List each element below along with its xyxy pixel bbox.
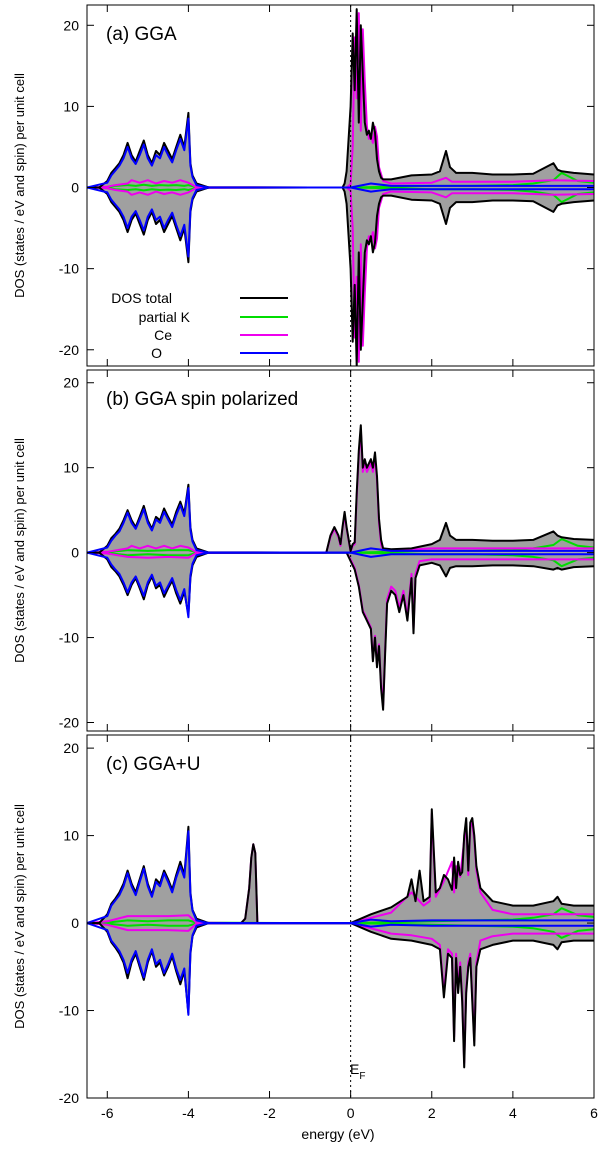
legend-label-partial-k: partial K xyxy=(139,309,191,325)
series-dos-total-spin-up xyxy=(87,424,594,554)
series-partial-k-mirror xyxy=(87,551,594,568)
plot-area xyxy=(87,808,594,1069)
plot-area xyxy=(87,424,594,711)
plot-area xyxy=(87,8,594,366)
x-tick-label: -6 xyxy=(101,1105,114,1121)
fill-dos-total-spin-down xyxy=(87,923,594,1068)
series-ce xyxy=(87,12,594,189)
y-tick-label: -10 xyxy=(59,630,79,646)
legend-label-ce: Ce xyxy=(154,327,172,343)
panel-frame xyxy=(86,369,595,732)
legend-label-o: O xyxy=(151,345,162,361)
x-tick-label: 0 xyxy=(347,1105,355,1121)
y-tick-label: 0 xyxy=(71,915,79,931)
y-tick-label: 20 xyxy=(63,17,79,33)
fermi-energy-label-main: E xyxy=(350,1061,359,1077)
series-ce-spin-down xyxy=(87,551,594,707)
fill-dos-total xyxy=(87,9,594,188)
panel-title: (c) GGA+U xyxy=(106,754,200,775)
y-tick-label: -20 xyxy=(59,1090,79,1106)
y-tick-label: 20 xyxy=(63,375,79,391)
y-tick-label: 20 xyxy=(63,740,79,756)
panel-frame xyxy=(86,734,595,1099)
fill-dos-total-spin-up xyxy=(87,425,594,553)
series-o-mirror xyxy=(87,551,594,619)
y-tick-label: 10 xyxy=(63,828,79,844)
panel-title: (b) GGA spin polarized xyxy=(106,389,298,410)
y-axis-label: DOS (states / eV and spin) per unit cell xyxy=(12,804,27,1029)
y-tick-label: -20 xyxy=(59,715,79,731)
y-axis-label: DOS (states / eV and spin) per unit cell xyxy=(12,438,27,663)
series-o xyxy=(87,487,594,554)
series-ce-mirror xyxy=(87,186,594,363)
series-dos-total-spin-down xyxy=(87,551,594,711)
y-tick-label: 10 xyxy=(63,460,79,476)
x-tick-label: 4 xyxy=(509,1105,517,1121)
series-o-mirror xyxy=(87,922,594,1016)
x-tick-label: -2 xyxy=(263,1105,276,1121)
y-tick-label: -20 xyxy=(59,342,79,358)
y-tick-label: 0 xyxy=(71,545,79,561)
series-o xyxy=(87,117,594,189)
series-o xyxy=(87,830,594,925)
panel-title: (a) GGA xyxy=(106,24,177,45)
series-o-mirror xyxy=(87,186,594,258)
panel-1: -20 -10 0 10 20 (a) GGA DOS (states / eV and s… xyxy=(12,4,595,367)
series-dos-total-mirror xyxy=(87,186,594,366)
fermi-energy-label: EF xyxy=(350,1061,365,1082)
fill-dos-total-mirror xyxy=(87,187,594,366)
y-tick-label: -10 xyxy=(59,261,79,277)
y-tick-label: -10 xyxy=(59,1003,79,1019)
panel-2: -20 -10 0 10 20 (b) GGA spin polarized DOS (st… xyxy=(12,369,595,732)
panel-frame xyxy=(86,4,595,367)
x-tick-label: 2 xyxy=(428,1105,436,1121)
legend: DOS total partial K Ce O xyxy=(111,290,288,361)
fill-dos-total-spin-down xyxy=(87,552,594,710)
y-axis-label: DOS (states / eV and spin) per unit cell xyxy=(12,73,27,298)
y-tick-label: 0 xyxy=(71,180,79,196)
x-axis-label: energy (eV) xyxy=(301,1126,374,1142)
y-tick-label: 10 xyxy=(63,98,79,114)
x-tick-label: -4 xyxy=(182,1105,195,1121)
fermi-energy-label-sub: F xyxy=(359,1071,365,1082)
x-tick-label: 6 xyxy=(590,1105,598,1121)
fill-dos-total-spin-up xyxy=(87,809,594,924)
legend-label-dos-total: DOS total xyxy=(111,290,172,306)
